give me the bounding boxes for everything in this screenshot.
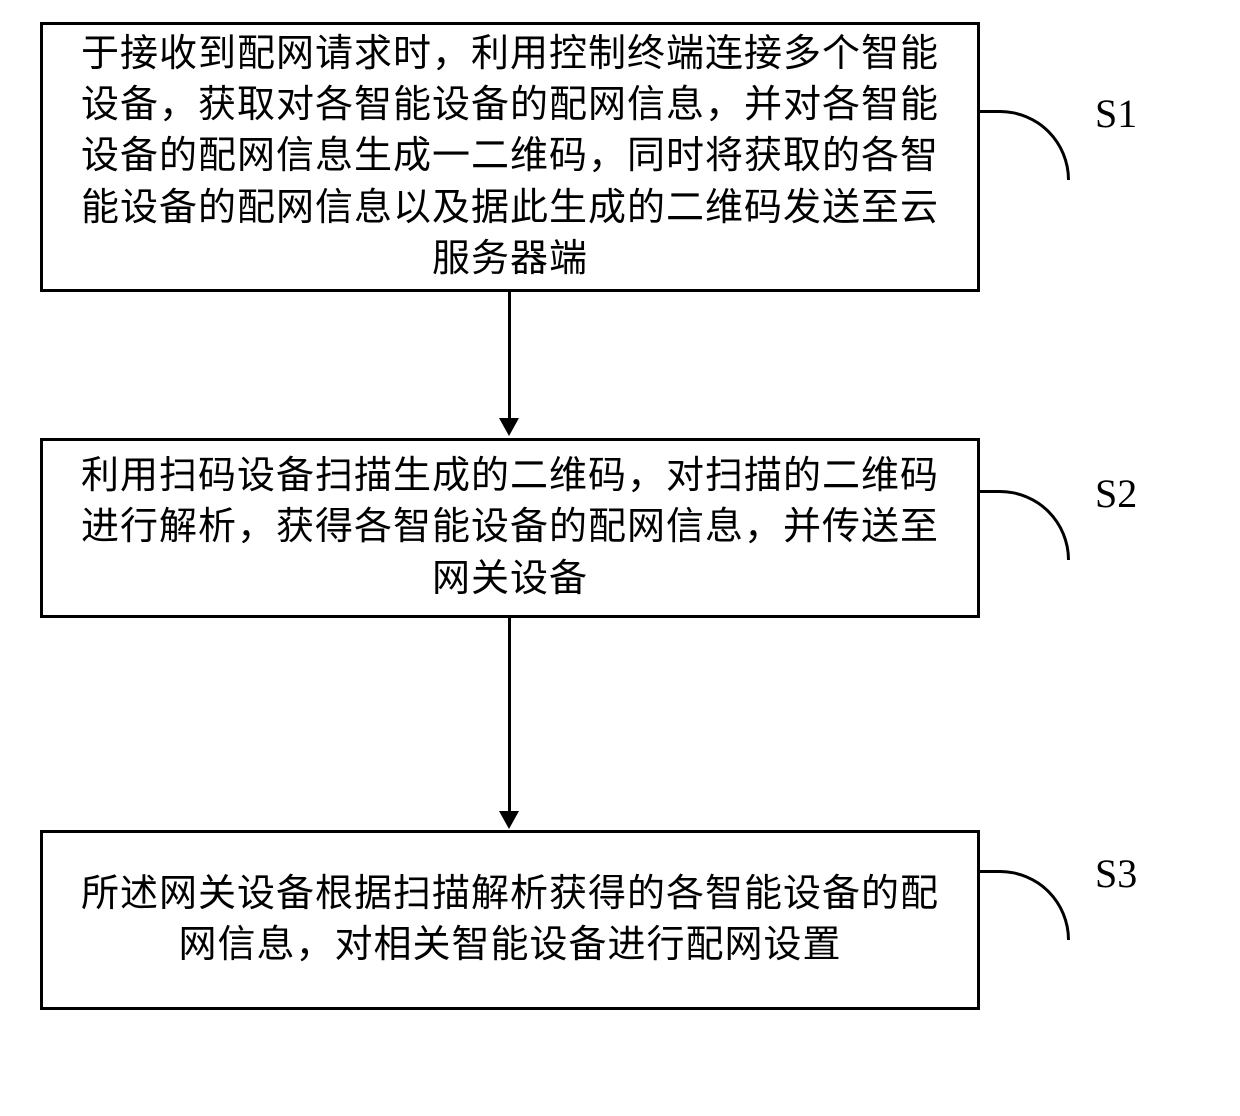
- step-label-s3: S3: [1095, 850, 1137, 897]
- label-connector-s2: [980, 490, 1070, 560]
- arrow-head-1: [499, 418, 519, 436]
- step-box-s1: 于接收到配网请求时，利用控制终端连接多个智能设备，获取对各智能设备的配网信息，并…: [40, 22, 980, 292]
- arrow-line-2: [508, 618, 511, 813]
- step-text-s1: 于接收到配网请求时，利用控制终端连接多个智能设备，获取对各智能设备的配网信息，并…: [63, 29, 957, 285]
- step-text-s3: 所述网关设备根据扫描解析获得的各智能设备的配网信息，对相关智能设备进行配网设置: [63, 869, 957, 972]
- label-connector-s1: [980, 110, 1070, 180]
- label-connector-s3: [980, 870, 1070, 940]
- arrow-line-1: [508, 292, 511, 420]
- step-label-s1: S1: [1095, 90, 1137, 137]
- step-text-s2: 利用扫码设备扫描生成的二维码，对扫描的二维码进行解析，获得各智能设备的配网信息，…: [63, 451, 957, 605]
- step-box-s3: 所述网关设备根据扫描解析获得的各智能设备的配网信息，对相关智能设备进行配网设置: [40, 830, 980, 1010]
- arrow-head-2: [499, 811, 519, 829]
- flowchart-canvas: 于接收到配网请求时，利用控制终端连接多个智能设备，获取对各智能设备的配网信息，并…: [0, 0, 1240, 1116]
- step-label-s2: S2: [1095, 470, 1137, 517]
- step-box-s2: 利用扫码设备扫描生成的二维码，对扫描的二维码进行解析，获得各智能设备的配网信息，…: [40, 438, 980, 618]
